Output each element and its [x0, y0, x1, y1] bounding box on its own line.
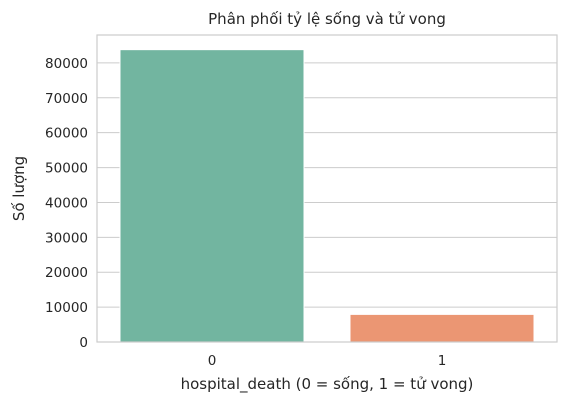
- chart-title: Phân phối tỷ lệ sống và tử vong: [208, 10, 446, 28]
- y-tick-label: 20000: [45, 265, 88, 281]
- y-tick-label: 0: [79, 335, 88, 351]
- y-axis-label: Số lượng: [10, 156, 28, 221]
- bar-1: [350, 314, 534, 342]
- x-tick-label: 0: [208, 353, 217, 369]
- y-tick-label: 30000: [45, 230, 88, 246]
- y-tick-label: 50000: [45, 161, 88, 177]
- bars: [120, 50, 534, 342]
- y-tick-label: 80000: [45, 56, 88, 72]
- y-tick-label: 70000: [45, 91, 88, 107]
- x-tick-label: 1: [438, 353, 447, 369]
- bar-0: [120, 50, 304, 342]
- y-tick-label: 60000: [45, 126, 88, 142]
- y-tick-label: 10000: [45, 300, 88, 316]
- y-tick-label: 40000: [45, 195, 88, 211]
- y-tick-labels: 0 10000 20000 30000 40000 50000 60000 70000 8000…: [45, 56, 88, 351]
- x-axis-label: hospital_death (0 = sống, 1 = tử vong): [181, 375, 474, 394]
